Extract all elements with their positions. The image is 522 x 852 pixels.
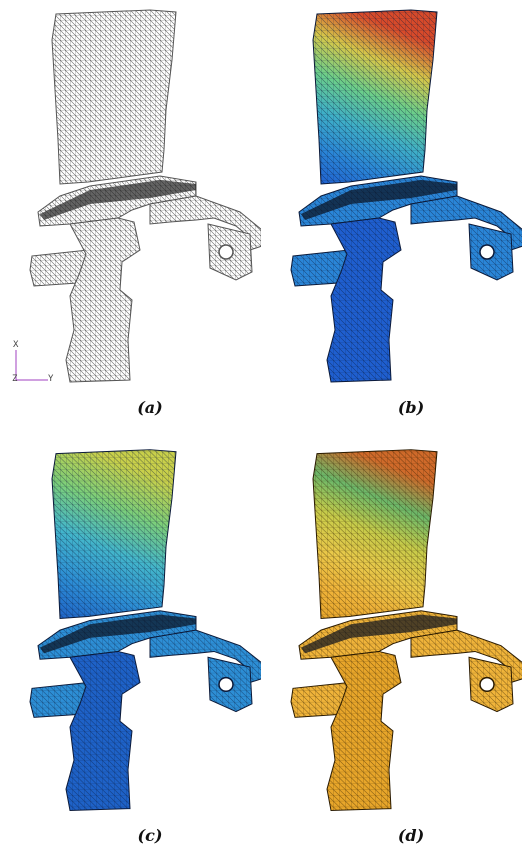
panel-a	[0, 0, 261, 390]
platform-edge	[40, 614, 196, 654]
blade-airfoil-mesh	[313, 449, 437, 619]
panel-b	[261, 0, 522, 390]
lug-hole	[218, 676, 234, 692]
axis-x-label: X	[13, 340, 19, 350]
blade-shank-mesh	[327, 651, 401, 811]
lug-hole	[479, 676, 495, 692]
platform-edge	[301, 180, 457, 220]
mesh-contour-b	[290, 9, 522, 383]
blade-shank-mesh	[66, 218, 140, 382]
axis-y-label: Y	[48, 374, 54, 384]
axis-z-label: Z	[12, 374, 18, 384]
mesh-contour-c	[29, 449, 261, 812]
blade-right-hook-mesh	[150, 196, 261, 250]
blade-airfoil-mesh	[52, 449, 176, 619]
caption-c: (c)	[137, 826, 163, 845]
axis-triad-icon	[15, 350, 48, 381]
blade-right-hook-mesh	[150, 630, 261, 683]
blade-shank-mesh	[66, 651, 140, 811]
caption-d: (d)	[397, 826, 425, 845]
mesh-wireframe-a	[29, 9, 261, 383]
blade-airfoil-mesh	[52, 10, 176, 184]
caption-a: (a)	[137, 398, 163, 417]
platform-edge	[301, 614, 457, 654]
panel-c	[0, 440, 261, 820]
lug-hole	[479, 244, 495, 260]
blade-shank-mesh	[327, 218, 401, 382]
panel-d	[261, 440, 522, 820]
platform-edge	[40, 180, 196, 220]
caption-b: (b)	[397, 398, 425, 417]
blade-right-hook-mesh	[411, 196, 522, 250]
lug-hole	[218, 244, 234, 260]
blade-airfoil-mesh	[313, 10, 437, 184]
axis-triad: X Z Y	[8, 338, 58, 388]
mesh-contour-d	[290, 449, 522, 812]
blade-right-hook-mesh	[411, 630, 522, 683]
